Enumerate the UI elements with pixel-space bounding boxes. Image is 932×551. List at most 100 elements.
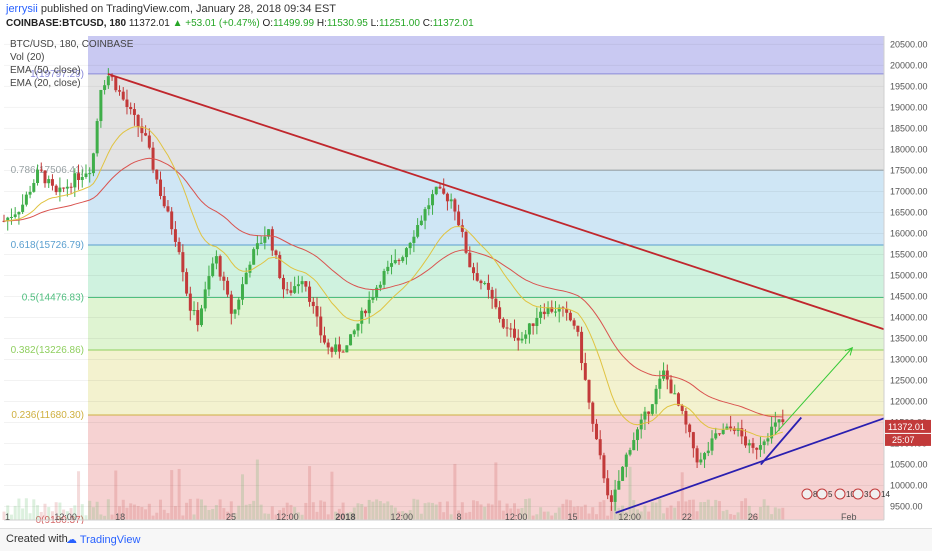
- close-value: 11372.01: [432, 18, 474, 29]
- volume-bar: [486, 503, 490, 520]
- volume-bar: [352, 507, 356, 520]
- volume-bar: [62, 509, 66, 520]
- trendline: [107, 73, 885, 331]
- candle-body: [352, 330, 356, 335]
- candle-body: [21, 204, 25, 212]
- candle-body: [244, 272, 248, 285]
- volume-bar: [181, 515, 185, 520]
- volume-bar: [613, 502, 617, 520]
- candle-body: [494, 298, 498, 308]
- candle-body: [278, 255, 282, 278]
- candle-body: [658, 378, 662, 389]
- price-chart[interactable]: 1(19797.29) 0.786(17506.41) 0.618(15726.79…: [0, 34, 932, 526]
- candle-body: [770, 426, 774, 439]
- volume-bar: [345, 512, 349, 520]
- candle-body: [717, 433, 721, 435]
- volume-bar: [65, 511, 69, 520]
- volume-bar: [255, 459, 259, 520]
- candle-body: [691, 432, 695, 449]
- candle-body: [505, 327, 509, 329]
- volume-bar: [580, 506, 584, 520]
- volume-bar: [36, 505, 40, 520]
- candle-body: [181, 252, 185, 273]
- volume-bar: [322, 501, 326, 520]
- price-tick-label: 20000.00: [890, 60, 928, 70]
- volume-bar: [77, 471, 81, 520]
- volume-bar: [572, 506, 576, 520]
- candle-body: [486, 282, 490, 290]
- volume-bar: [416, 499, 420, 520]
- price-axis[interactable]: 9500.0010000.0010500.0011000.0011500.001…: [883, 34, 932, 524]
- time-tick-label: 12:00: [505, 512, 528, 522]
- volume-bar: [300, 514, 304, 520]
- volume-bar: [58, 502, 62, 520]
- candle-body: [431, 194, 435, 206]
- candle-body: [382, 271, 386, 285]
- volume-bar: [583, 504, 587, 520]
- candle-body: [6, 217, 10, 221]
- candle-body: [755, 447, 759, 450]
- volume-bar: [650, 502, 654, 520]
- candle-body: [106, 76, 110, 86]
- time-tick-label: 25: [226, 512, 236, 522]
- volume-bar: [658, 498, 662, 520]
- candle-body: [345, 345, 349, 353]
- candle-body: [65, 186, 69, 189]
- candle-body: [270, 229, 274, 251]
- candle-body: [736, 428, 740, 431]
- candle-body: [673, 393, 677, 395]
- candle-body: [546, 307, 550, 315]
- legend-ema20: EMA (20, close): [10, 78, 81, 89]
- candle-body: [103, 85, 107, 90]
- volume-bar: [397, 511, 401, 520]
- open-label: O:: [262, 18, 274, 29]
- volume-bar: [550, 515, 554, 520]
- candle-body: [28, 191, 32, 195]
- candle-body: [69, 186, 73, 188]
- candle-body: [472, 267, 476, 274]
- fib-zone-top: [88, 36, 884, 74]
- volume-bar: [39, 511, 43, 520]
- tradingview-logo[interactable]: ☁ TradingView: [66, 534, 141, 546]
- candle-body: [762, 441, 766, 446]
- candle-body: [703, 453, 707, 460]
- candle-body: [73, 173, 77, 188]
- candle-body: [665, 370, 669, 380]
- candle-body: [539, 311, 543, 318]
- volume-bar: [21, 508, 25, 520]
- candle-body: [349, 334, 353, 346]
- drawing-tools[interactable]: [107, 73, 885, 514]
- volume-bar: [617, 507, 621, 520]
- price-tick-label: 16000.00: [890, 228, 928, 238]
- candle-body: [248, 264, 252, 273]
- volume-bar: [207, 509, 211, 520]
- event-badge-label: 5: [828, 490, 833, 499]
- volume-bar: [710, 506, 714, 520]
- candle-body: [740, 428, 744, 437]
- volume-bar: [628, 466, 632, 520]
- volume-bar: [341, 502, 345, 520]
- volume-bar: [349, 511, 353, 520]
- legend-ema50: EMA (50, close): [10, 65, 81, 76]
- volume-bar: [259, 504, 263, 520]
- candle-body: [293, 286, 297, 293]
- volume-bar: [557, 507, 561, 520]
- volume-bar: [211, 508, 215, 520]
- volume-bar: [240, 474, 244, 520]
- publish-text: published on TradingView.com, January 28…: [37, 3, 336, 15]
- volume-bar: [546, 511, 550, 520]
- candle-body: [427, 205, 431, 210]
- candle-body: [300, 281, 304, 285]
- candle-body: [203, 289, 207, 309]
- chart-area[interactable]: 1(19797.29) 0.786(17506.41) 0.618(15726.79…: [0, 34, 932, 526]
- candle-body: [144, 133, 148, 136]
- author-link[interactable]: jerrysii: [6, 3, 38, 15]
- time-axis[interactable]: 1 12:00 18 25 12:00 2018 12:00 8 12:00 15 12:00 22 2…: [4, 512, 884, 522]
- event-badges[interactable]: 8 5 10 31 14: [801, 488, 890, 500]
- candle-body: [729, 426, 733, 429]
- candle-body: [393, 260, 397, 264]
- volume-bar: [308, 466, 312, 520]
- volume-bar: [371, 501, 375, 520]
- time-tick-label: 12:00: [618, 512, 641, 522]
- volume-bar: [136, 506, 140, 520]
